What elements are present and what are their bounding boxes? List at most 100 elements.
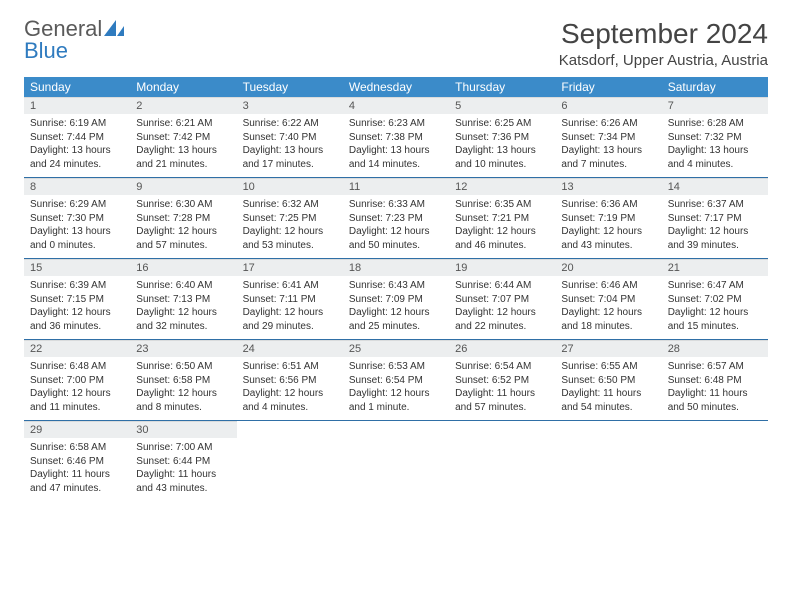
- daylight-text: Daylight: 11 hours and 47 minutes.: [30, 468, 124, 495]
- calendar-day: 12Sunrise: 6:35 AMSunset: 7:21 PMDayligh…: [449, 178, 555, 258]
- daylight-text: Daylight: 13 hours and 7 minutes.: [561, 144, 655, 171]
- daylight-text: Daylight: 12 hours and 43 minutes.: [561, 225, 655, 252]
- day-number: 21: [662, 259, 768, 276]
- daylight-text: Daylight: 12 hours and 32 minutes.: [136, 306, 230, 333]
- calendar-day: 6Sunrise: 6:26 AMSunset: 7:34 PMDaylight…: [555, 97, 661, 177]
- calendar-day: 13Sunrise: 6:36 AMSunset: 7:19 PMDayligh…: [555, 178, 661, 258]
- sunset-text: Sunset: 7:23 PM: [349, 212, 443, 226]
- calendar-day: 18 Sunrise: 6:43 AMSunset: 7:09 PMDayligh…: [343, 259, 449, 339]
- day-number: 1: [24, 97, 130, 114]
- sunset-text: Sunset: 7:28 PM: [136, 212, 230, 226]
- calendar-week: 22Sunrise: 6:48 AMSunset: 7:00 PMDayligh…: [24, 339, 768, 420]
- day-number: 24: [237, 340, 343, 357]
- sunset-text: Sunset: 7:09 PM: [349, 293, 443, 307]
- day-body: Sunrise: 6:32 AMSunset: 7:25 PMDaylight:…: [237, 195, 343, 258]
- sunrise-text: Sunrise: 6:44 AM: [455, 279, 549, 293]
- day-body: Sunrise: 6:58 AMSunset: 6:46 PMDaylight:…: [24, 438, 130, 501]
- sunset-text: Sunset: 7:19 PM: [561, 212, 655, 226]
- calendar-day: 14Sunrise: 6:37 AMSunset: 7:17 PMDayligh…: [662, 178, 768, 258]
- daylight-text: Daylight: 13 hours and 24 minutes.: [30, 144, 124, 171]
- sunrise-text: Sunrise: 6:32 AM: [243, 198, 337, 212]
- day-body: Sunrise: 6:57 AMSunset: 6:48 PMDaylight:…: [662, 357, 768, 420]
- sunrise-text: Sunrise: 6:26 AM: [561, 117, 655, 131]
- dow-cell: Saturday: [662, 77, 768, 97]
- daylight-text: Daylight: 12 hours and 4 minutes.: [243, 387, 337, 414]
- sunrise-text: Sunrise: 6:30 AM: [136, 198, 230, 212]
- day-number: 19: [449, 259, 555, 276]
- title-block: September 2024 Katsdorf, Upper Austria, …: [559, 18, 768, 69]
- calendar-day: 19 Sunrise: 6:44 AMSunset: 7:07 PMDayligh…: [449, 259, 555, 339]
- daylight-text: Daylight: 13 hours and 10 minutes.: [455, 144, 549, 171]
- dow-cell: Friday: [555, 77, 661, 97]
- day-number: 5: [449, 97, 555, 114]
- calendar-day: 23Sunrise: 6:50 AMSunset: 6:58 PMDayligh…: [130, 340, 236, 420]
- day-body: Sunrise: 6:26 AMSunset: 7:34 PMDaylight:…: [555, 114, 661, 177]
- calendar-day: [343, 421, 449, 501]
- sunrise-text: Sunrise: 6:21 AM: [136, 117, 230, 131]
- daylight-text: Daylight: 12 hours and 50 minutes.: [349, 225, 443, 252]
- dow-cell: Sunday: [24, 77, 130, 97]
- sunset-text: Sunset: 7:36 PM: [455, 131, 549, 145]
- day-number: 13: [555, 178, 661, 195]
- sunset-text: Sunset: 7:17 PM: [668, 212, 762, 226]
- day-of-week-header: SundayMondayTuesdayWednesdayThursdayFrid…: [24, 77, 768, 97]
- day-body: Sunrise: 6:37 AMSunset: 7:17 PMDaylight:…: [662, 195, 768, 258]
- daylight-text: Daylight: 12 hours and 18 minutes.: [561, 306, 655, 333]
- day-number: 27: [555, 340, 661, 357]
- daylight-text: Daylight: 12 hours and 25 minutes.: [349, 306, 443, 333]
- dow-cell: Tuesday: [237, 77, 343, 97]
- day-number: 20: [555, 259, 661, 276]
- sunrise-text: Sunrise: 6:53 AM: [349, 360, 443, 374]
- calendar-day: 8Sunrise: 6:29 AMSunset: 7:30 PMDaylight…: [24, 178, 130, 258]
- sunrise-text: Sunrise: 6:55 AM: [561, 360, 655, 374]
- daylight-text: Daylight: 11 hours and 50 minutes.: [668, 387, 762, 414]
- day-body: Sunrise: 6:30 AMSunset: 7:28 PMDaylight:…: [130, 195, 236, 258]
- day-number: 4: [343, 97, 449, 114]
- day-body: Sunrise: 6:46 AMSunset: 7:04 PMDaylight:…: [555, 276, 661, 339]
- sunset-text: Sunset: 7:34 PM: [561, 131, 655, 145]
- day-number: 23: [130, 340, 236, 357]
- sunrise-text: Sunrise: 6:58 AM: [30, 441, 124, 455]
- day-number: 29: [24, 421, 130, 438]
- logo-sail-icon: [104, 16, 124, 41]
- day-body: Sunrise: 6:33 AMSunset: 7:23 PMDaylight:…: [343, 195, 449, 258]
- sunrise-text: Sunrise: 6:41 AM: [243, 279, 337, 293]
- sunset-text: Sunset: 7:38 PM: [349, 131, 443, 145]
- calendar-day: 4Sunrise: 6:23 AMSunset: 7:38 PMDaylight…: [343, 97, 449, 177]
- calendar-day: 17Sunrise: 6:41 AMSunset: 7:11 PMDayligh…: [237, 259, 343, 339]
- day-body: Sunrise: 6:28 AMSunset: 7:32 PMDaylight:…: [662, 114, 768, 177]
- sunrise-text: Sunrise: 6:46 AM: [561, 279, 655, 293]
- daylight-text: Daylight: 12 hours and 53 minutes.: [243, 225, 337, 252]
- sunrise-text: Sunrise: 6:43 AM: [349, 279, 443, 293]
- sunset-text: Sunset: 7:42 PM: [136, 131, 230, 145]
- calendar-day: 15Sunrise: 6:39 AMSunset: 7:15 PMDayligh…: [24, 259, 130, 339]
- day-number: 26: [449, 340, 555, 357]
- sunset-text: Sunset: 6:50 PM: [561, 374, 655, 388]
- calendar-day: [555, 421, 661, 501]
- dow-cell: Monday: [130, 77, 236, 97]
- day-number: 8: [24, 178, 130, 195]
- day-number: 18: [343, 259, 449, 276]
- sunrise-text: Sunrise: 7:00 AM: [136, 441, 230, 455]
- sunrise-text: Sunrise: 6:47 AM: [668, 279, 762, 293]
- sunset-text: Sunset: 6:58 PM: [136, 374, 230, 388]
- location: Katsdorf, Upper Austria, Austria: [559, 52, 768, 69]
- calendar-day: 21Sunrise: 6:47 AMSunset: 7:02 PMDayligh…: [662, 259, 768, 339]
- calendar-day: 24Sunrise: 6:51 AMSunset: 6:56 PMDayligh…: [237, 340, 343, 420]
- logo: General Blue: [24, 18, 124, 62]
- sunset-text: Sunset: 7:07 PM: [455, 293, 549, 307]
- day-body: Sunrise: 6:54 AMSunset: 6:52 PMDaylight:…: [449, 357, 555, 420]
- daylight-text: Daylight: 12 hours and 22 minutes.: [455, 306, 549, 333]
- day-number: 11: [343, 178, 449, 195]
- sunrise-text: Sunrise: 6:33 AM: [349, 198, 443, 212]
- day-body: Sunrise: 7:00 AMSunset: 6:44 PMDaylight:…: [130, 438, 236, 501]
- day-number: 7: [662, 97, 768, 114]
- sunrise-text: Sunrise: 6:48 AM: [30, 360, 124, 374]
- calendar-day: 26Sunrise: 6:54 AMSunset: 6:52 PMDayligh…: [449, 340, 555, 420]
- sunrise-text: Sunrise: 6:54 AM: [455, 360, 549, 374]
- daylight-text: Daylight: 11 hours and 57 minutes.: [455, 387, 549, 414]
- daylight-text: Daylight: 12 hours and 36 minutes.: [30, 306, 124, 333]
- day-number: 3: [237, 97, 343, 114]
- sunset-text: Sunset: 6:56 PM: [243, 374, 337, 388]
- daylight-text: Daylight: 12 hours and 1 minute.: [349, 387, 443, 414]
